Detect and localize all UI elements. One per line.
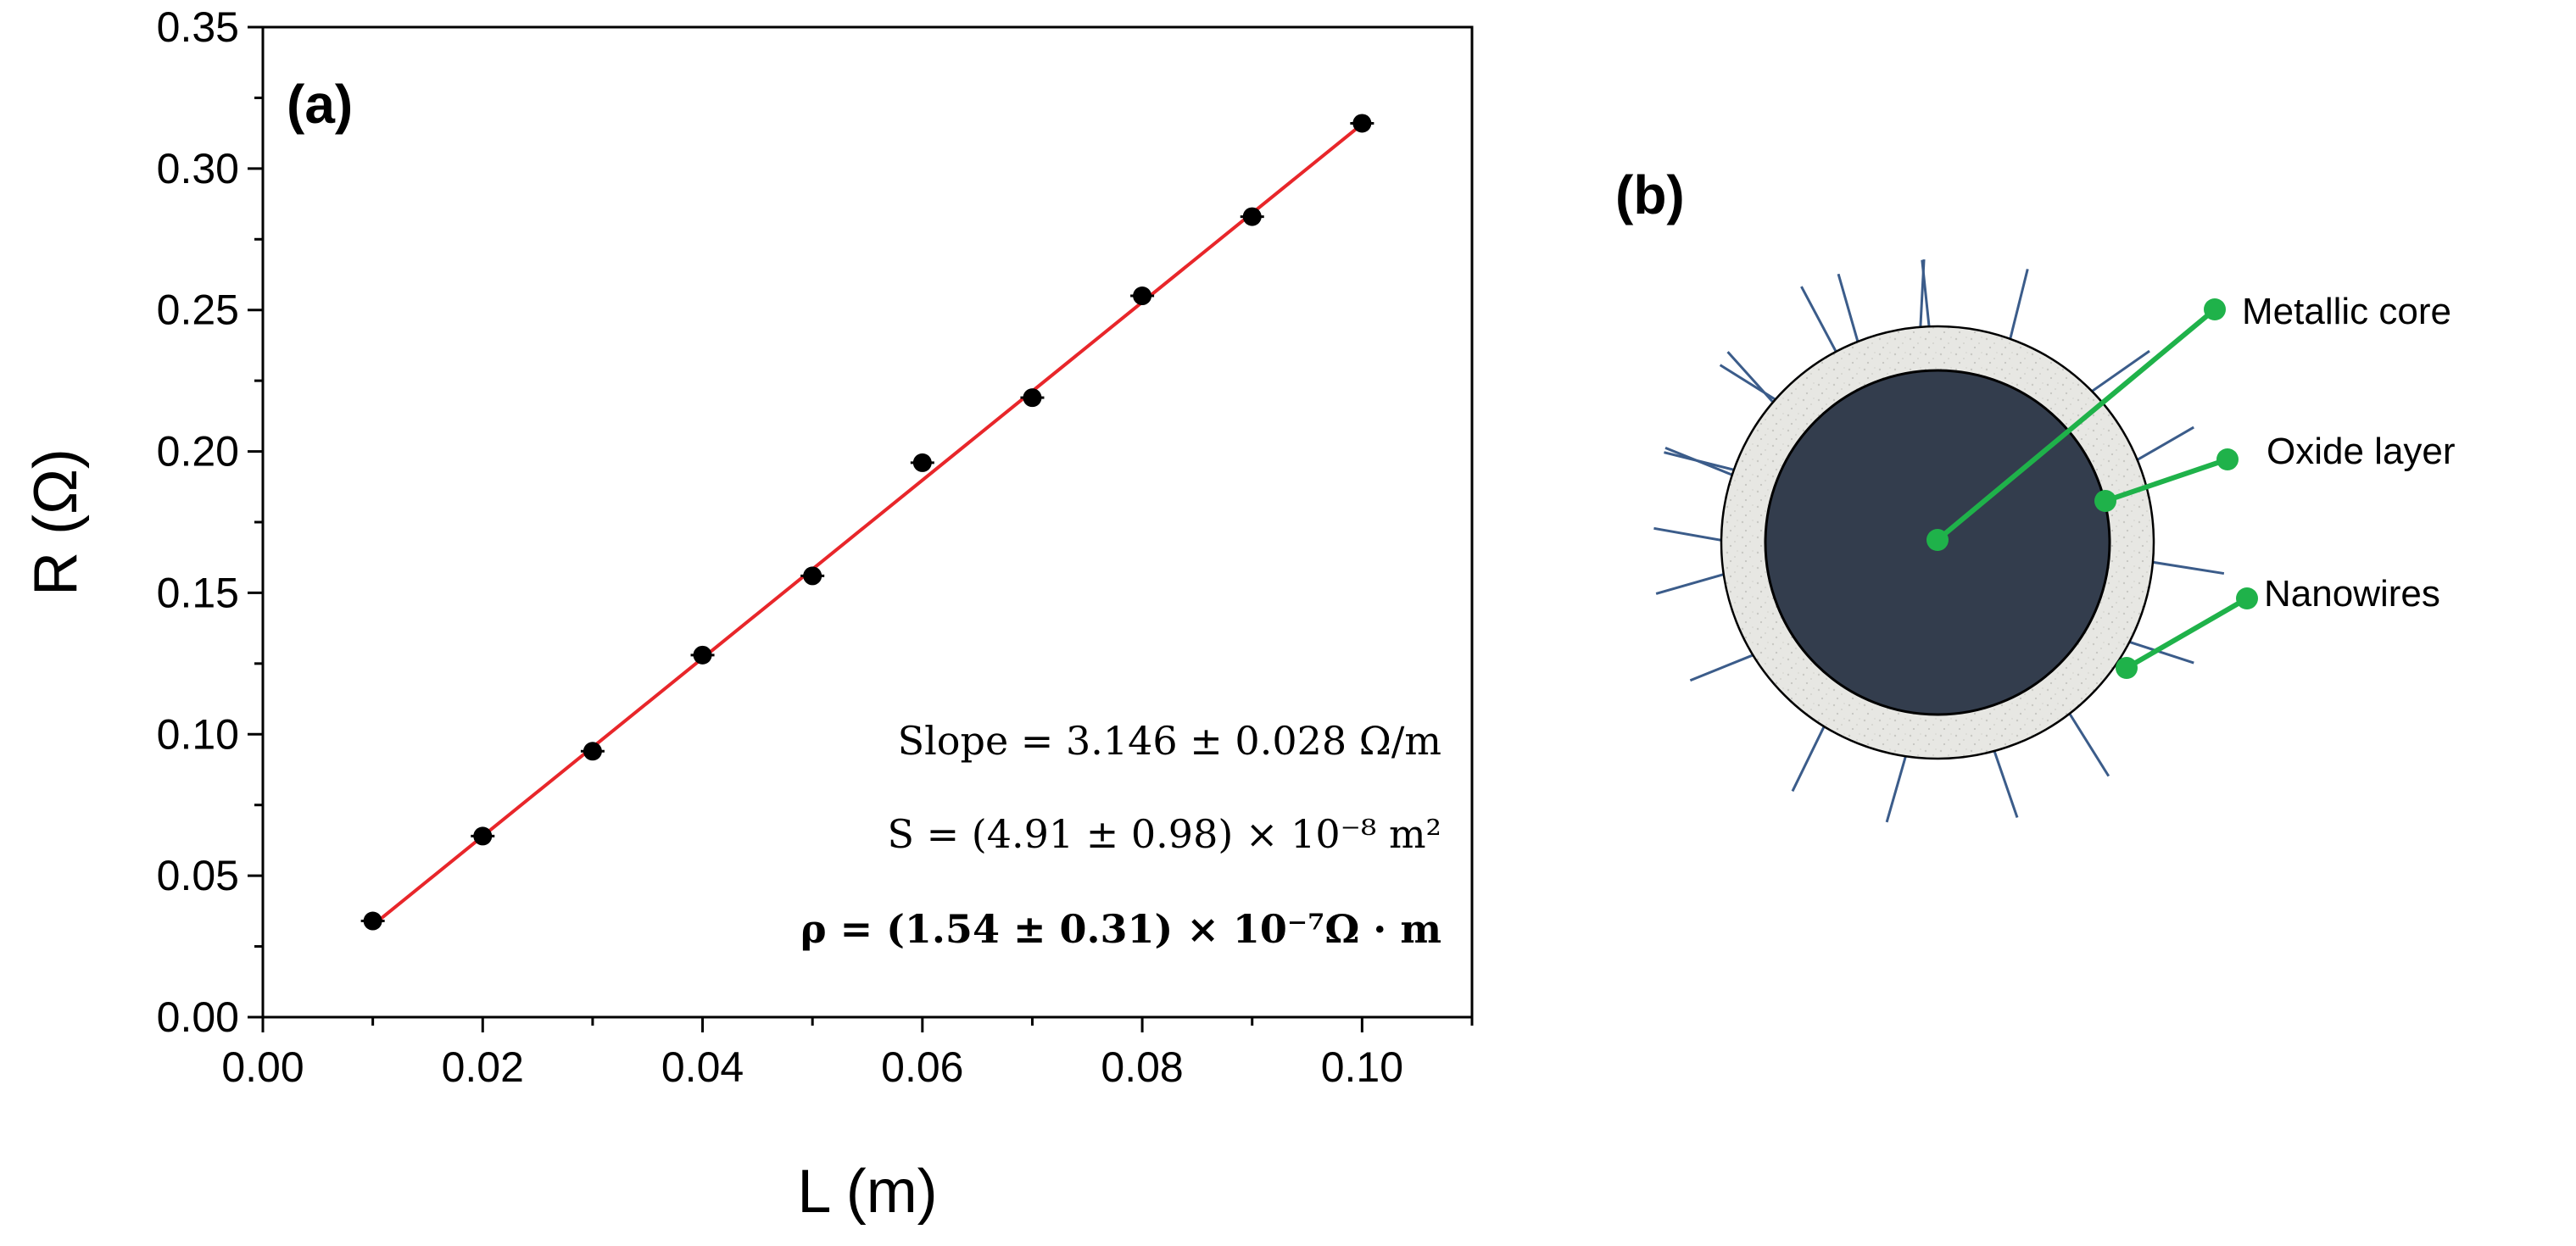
panel-a-label: (a) xyxy=(287,74,353,135)
x-tick-label: 0.06 xyxy=(881,1043,963,1091)
callout-core-label: Metallic core xyxy=(2242,291,2451,332)
callout-oxide-line xyxy=(2105,457,2228,503)
nanowire xyxy=(1988,738,2019,818)
x-tick-label: 0.08 xyxy=(1101,1043,1183,1091)
x-tick-label: 0.04 xyxy=(661,1043,744,1091)
resistivity-equation: ρ = (1.54 ± 0.31) × 10⁻⁷Ω · m xyxy=(800,906,1441,952)
y-tick-label: 0.20 xyxy=(157,428,239,476)
callout-core-end-dot xyxy=(2204,298,2226,320)
data-point xyxy=(363,911,382,931)
callout-nanowires-line xyxy=(2125,596,2249,670)
y-tick-label: 0.35 xyxy=(157,3,239,51)
y-tick-label: 0.15 xyxy=(157,569,239,616)
area-equation: S = (4.91 ± 0.98) × 10⁻⁸ m² xyxy=(887,811,1441,857)
data-point xyxy=(1352,114,1372,133)
data-point xyxy=(473,826,493,846)
y-tick-label: 0.10 xyxy=(157,710,239,758)
fit-line-group xyxy=(371,122,1363,927)
nanowire xyxy=(1664,451,1747,475)
fit-line xyxy=(371,122,1363,927)
callout-oxide: Oxide layer xyxy=(2094,431,2456,512)
callout-nanowires-dot xyxy=(2116,657,2138,679)
data-point xyxy=(1133,286,1152,306)
y-tick-label: 0.25 xyxy=(157,286,239,334)
y-axis-ticks xyxy=(248,25,263,1019)
y-axis-tick-labels: 0.00 0.05 0.10 0.15 0.20 0.25 0.30 0.35 xyxy=(157,3,239,1041)
callout-nanowires-end-dot xyxy=(2236,587,2258,609)
diagram-panel-b: (b) Metallic core Oxide layer Nanowires xyxy=(1615,164,2456,823)
x-axis-tick-labels: 0.00 0.02 0.04 0.06 0.08 0.10 xyxy=(221,1043,1403,1091)
callout-nanowires: Nanowires xyxy=(2116,573,2440,679)
nanowire xyxy=(2005,269,2029,352)
y-axis-title: R (Ω) xyxy=(22,448,90,596)
data-point xyxy=(1023,388,1042,408)
panel-b-label: (b) xyxy=(1615,164,1685,225)
callout-oxide-end-dot xyxy=(2216,448,2239,470)
nanowire xyxy=(2139,559,2225,576)
data-point xyxy=(803,566,822,586)
data-point xyxy=(912,453,932,472)
callout-core-dot xyxy=(1926,529,1949,551)
data-points xyxy=(360,114,1374,931)
callout-oxide-label: Oxide layer xyxy=(2267,431,2456,472)
callout-core: Metallic core xyxy=(1926,291,2451,551)
x-axis-title: L (m) xyxy=(797,1158,937,1226)
nanowire xyxy=(1791,714,1832,793)
chart-panel-a: 0.00 0.02 0.04 0.06 0.08 0.10 0.00 0.05 0.10 0.1… xyxy=(22,3,1474,1226)
nanowire xyxy=(2061,702,2110,777)
y-tick-label: 0.05 xyxy=(157,852,239,899)
x-tick-label: 0.02 xyxy=(442,1043,524,1091)
data-point xyxy=(1242,207,1262,226)
callout-core-line xyxy=(1936,307,2216,542)
callout-nanowires-label: Nanowires xyxy=(2264,573,2440,615)
x-tick-label: 0.10 xyxy=(1321,1043,1403,1091)
y-tick-label: 0.30 xyxy=(157,145,239,192)
data-point xyxy=(583,742,602,761)
x-tick-label: 0.00 xyxy=(221,1043,304,1091)
slope-equation: Slope = 3.146 ± 0.028 Ω/m xyxy=(898,718,1441,764)
x-axis-ticks xyxy=(261,1017,1474,1032)
data-point xyxy=(693,645,712,665)
callout-oxide-dot xyxy=(2094,490,2116,512)
y-tick-label: 0.00 xyxy=(157,993,239,1041)
nanowire xyxy=(1800,286,1843,364)
